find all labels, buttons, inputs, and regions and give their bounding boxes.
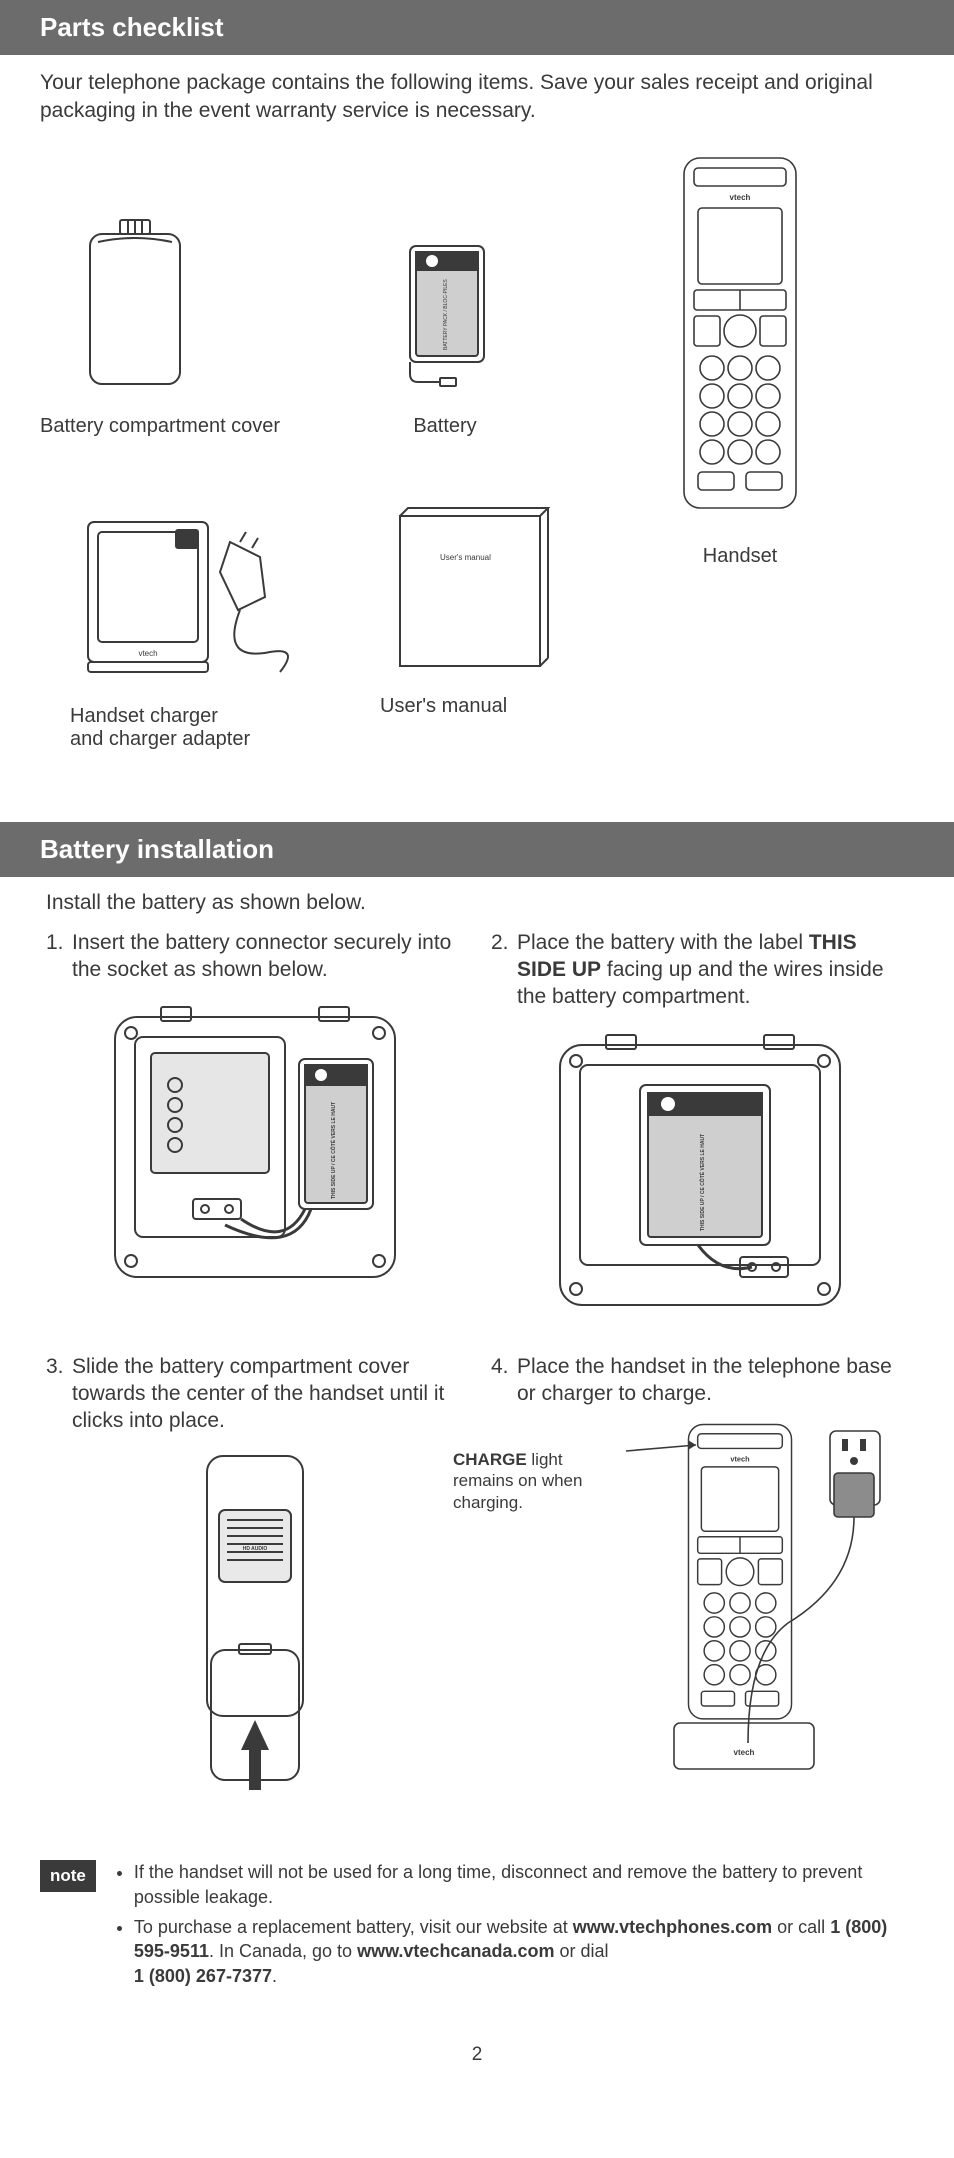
svg-text:BATTERY PACK / BLOC-PILES: BATTERY PACK / BLOC-PILES <box>443 278 449 349</box>
parts-checklist-intro: Your telephone package contains the foll… <box>40 69 914 126</box>
note-item-2: To purchase a replacement battery, visit… <box>134 1915 914 1988</box>
charge-callout: CHARGE light remains on when charging. <box>453 1449 603 1513</box>
battery-label: Battery <box>380 415 510 438</box>
battery-install-intro: Install the battery as shown below. <box>40 891 914 915</box>
svg-text:User's manual: User's manual <box>440 553 491 562</box>
step-1-num: 1. <box>46 929 72 984</box>
handset-label: Handset <box>640 545 840 568</box>
svg-text:vtech: vtech <box>730 193 751 202</box>
svg-text:vtech: vtech <box>730 1454 750 1463</box>
handset-illustration: vtech <box>640 152 840 532</box>
note-item-1: If the handset will not be used for a lo… <box>134 1860 914 1909</box>
step-1: 1. Insert the battery connector securely… <box>46 929 463 1327</box>
note-badge: note <box>40 1860 96 1892</box>
manual-illustration: User's manual <box>380 502 560 682</box>
step-1-text: Insert the battery connector securely in… <box>72 929 463 984</box>
step-4: 4. Place the handset in the telephone ba… <box>491 1353 908 1811</box>
svg-text:vtech: vtech <box>734 1748 755 1757</box>
charger-label-2: and charger adapter <box>70 728 300 751</box>
step-4-figure: vtech vtech <box>578 1423 898 1783</box>
svg-text:vtech: vtech <box>138 649 157 658</box>
svg-text:HD AUDIO: HD AUDIO <box>242 1546 267 1552</box>
step-3-num: 3. <box>46 1353 72 1435</box>
parts-checklist-header: Parts checklist <box>0 0 954 55</box>
note-block: note If the handset will not be used for… <box>0 1840 954 2003</box>
step-3: 3. Slide the battery compartment cover t… <box>46 1353 463 1811</box>
svg-text:THIS SIDE UP / CE CÔTÉ VERS LE: THIS SIDE UP / CE CÔTÉ VERS LE HAUT <box>329 1102 337 1199</box>
battery-install-header: Battery installation <box>0 822 954 877</box>
step-2-num: 2. <box>491 929 517 1011</box>
step-4-num: 4. <box>491 1353 517 1408</box>
battery-cover-label: Battery compartment cover <box>40 415 280 438</box>
step-3-figure: HD AUDIO <box>155 1450 355 1810</box>
step-2-text: Place the battery with the label THIS SI… <box>517 929 908 1011</box>
step-4-text: Place the handset in the telephone base … <box>517 1353 908 1408</box>
parts-grid: Battery compartment cover BATTERY PACK /… <box>40 152 914 792</box>
charger-label-1: Handset charger <box>70 705 300 728</box>
manual-label: User's manual <box>380 695 560 718</box>
step-2: 2. Place the battery with the label THIS… <box>491 929 908 1327</box>
battery-cover-illustration <box>40 212 230 402</box>
svg-text:THIS SIDE UP / CE CÔTÉ VERS LE: THIS SIDE UP / CE CÔTÉ VERS LE HAUT <box>698 1133 706 1230</box>
step-2-figure: THIS SIDE UP / CE CÔTÉ VERS LE HAUT <box>520 1027 880 1327</box>
battery-illustration: BATTERY PACK / BLOC-PILES <box>380 232 510 402</box>
page-number: 2 <box>0 2044 954 2066</box>
charger-illustration: vtech <box>70 502 300 692</box>
step-1-figure: THIS SIDE UP / CE CÔTÉ VERS LE HAUT <box>75 999 435 1299</box>
step-3-text: Slide the battery compartment cover towa… <box>72 1353 463 1435</box>
